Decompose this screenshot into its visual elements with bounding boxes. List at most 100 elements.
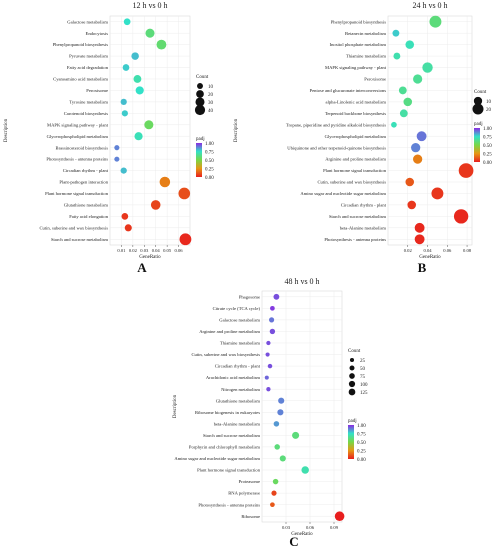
x-tick-label: 0.06	[443, 248, 452, 253]
data-point	[334, 511, 345, 522]
data-point	[392, 29, 400, 37]
category-label: Circadian rhythm - plant	[215, 364, 261, 369]
size-legend-label: 25	[360, 359, 366, 364]
category-label: Plant-pathogen interaction	[59, 180, 108, 185]
category-label: Glycerophospholipid metabolism	[325, 134, 387, 139]
data-point	[411, 143, 421, 153]
data-point	[270, 305, 275, 311]
size-legend-title: Count	[348, 349, 361, 354]
color-legend-label: 1.00	[357, 424, 366, 429]
x-tick-label: 0.03	[282, 525, 291, 530]
size-legend-label: 125	[360, 391, 368, 396]
data-point	[265, 352, 270, 357]
size-legend-dot	[196, 90, 204, 98]
data-point	[273, 293, 280, 300]
category-label: Amino sugar and nucleotide sugar metabol…	[300, 191, 386, 196]
plot-area	[261, 290, 343, 523]
category-label: Galactose metabolism	[67, 19, 108, 24]
category-label: Glutathione metabolism	[216, 398, 261, 403]
category-label: Starch and sucrose metabolism	[329, 214, 386, 219]
color-legend-label: 0.25	[357, 449, 366, 454]
data-point	[264, 375, 269, 380]
data-point	[150, 200, 161, 210]
plot-area	[387, 15, 473, 246]
category-label: Plant hormone signal transduction	[197, 468, 261, 473]
data-point	[399, 109, 408, 118]
data-point	[266, 387, 271, 392]
color-legend-label: 0.25	[483, 152, 492, 157]
color-legend-label: 0.00	[357, 458, 366, 463]
category-label: Nitrogen metabolism	[221, 387, 260, 392]
category-label: Cutin, suberine and wax biosynthesis	[191, 352, 260, 358]
category-label: Glycerophospholipid metabolism	[47, 134, 109, 139]
category-label: Cutin, suberine and wax biosynthesis	[39, 225, 108, 231]
size-legend-label: 10	[208, 85, 214, 90]
size-legend-label: 30	[208, 101, 214, 106]
category-label: alpha-Linolenic acid metabolism	[326, 99, 387, 104]
chart-panel-c: 48 h vs 0 h Phagosome Citrate cycle (TCA c…	[173, 277, 368, 549]
category-label: beta-Alanine metabolism	[340, 225, 387, 230]
data-point	[405, 40, 415, 49]
data-point	[414, 222, 425, 233]
data-point	[159, 176, 171, 188]
x-tick-label: 0.05	[163, 248, 172, 253]
size-legend-dot	[197, 83, 203, 89]
y-axis-label: Description	[234, 118, 239, 142]
plot-area	[109, 15, 191, 246]
x-tick-label: 0.06	[306, 525, 315, 530]
size-legend-label: 75	[360, 375, 366, 380]
data-point	[270, 502, 275, 508]
x-tick-label: 0.01	[117, 248, 126, 253]
color-legend-bar	[196, 143, 202, 177]
category-label: Fatty acid degradation	[67, 65, 109, 70]
x-axis-label: GeneRatio	[139, 255, 161, 260]
category-label: Circadian rhythm - plant	[341, 203, 387, 208]
data-point	[135, 86, 144, 95]
data-point	[271, 490, 277, 496]
category-label: MAPK signaling pathway - plant	[47, 122, 109, 127]
size-legend-dot	[472, 103, 484, 115]
x-tick-label: 0.02	[129, 248, 138, 253]
data-point	[458, 163, 474, 178]
chart-panel-b: 24 h vs 0 h Phenylpropanoid biosynthesis B…	[234, 1, 492, 275]
data-point	[124, 224, 132, 232]
data-point	[131, 52, 139, 60]
data-point	[414, 234, 425, 245]
size-legend-label: 10	[486, 100, 492, 105]
color-legend-label: 1.00	[483, 127, 492, 132]
data-point	[114, 156, 120, 162]
data-point	[407, 200, 416, 210]
category-label: Pyruvate metabolism	[69, 54, 108, 59]
data-point	[269, 317, 275, 323]
data-point	[121, 110, 128, 117]
size-legend-dot	[194, 104, 206, 116]
size-legend-dot	[349, 357, 355, 363]
category-label: Arachidonic acid metabolism	[206, 375, 261, 380]
category-label: Porphyrin and chlorophyll metabolism	[189, 445, 260, 450]
data-point	[120, 167, 127, 174]
category-label: Citrate cycle (TCA cycle)	[213, 306, 261, 311]
data-point	[277, 409, 284, 416]
chart-title: 48 h vs 0 h	[284, 277, 319, 286]
size-legend-title: Count	[474, 90, 487, 95]
category-label: RNA polymerase	[228, 491, 260, 496]
category-label: Ribosome	[241, 514, 260, 519]
data-point	[429, 15, 442, 28]
category-label: Terpenoid backbone biosynthesis	[325, 111, 386, 116]
category-label: Glutathione metabolism	[64, 203, 109, 208]
data-point	[453, 209, 469, 224]
category-label: Inositol phosphate metabolism	[330, 42, 387, 47]
category-label: Thiamine metabolism	[220, 341, 261, 346]
data-point	[269, 328, 276, 335]
x-tick-label: 0.08	[463, 248, 472, 253]
data-point	[145, 28, 155, 38]
category-label: Phenylpropanoid biosynthesis	[331, 19, 386, 24]
category-label: Plant hormone signal transduction	[323, 168, 387, 173]
size-legend-label: 50	[360, 367, 366, 372]
category-label: Pentose and glucuronate interconversions	[310, 88, 387, 93]
size-legend-dot	[348, 388, 356, 396]
chart-title: 12 h vs 0 h	[132, 1, 167, 10]
data-point	[114, 145, 120, 151]
panel-label: A	[137, 260, 147, 275]
x-axis-label: GeneRatio	[291, 532, 313, 537]
